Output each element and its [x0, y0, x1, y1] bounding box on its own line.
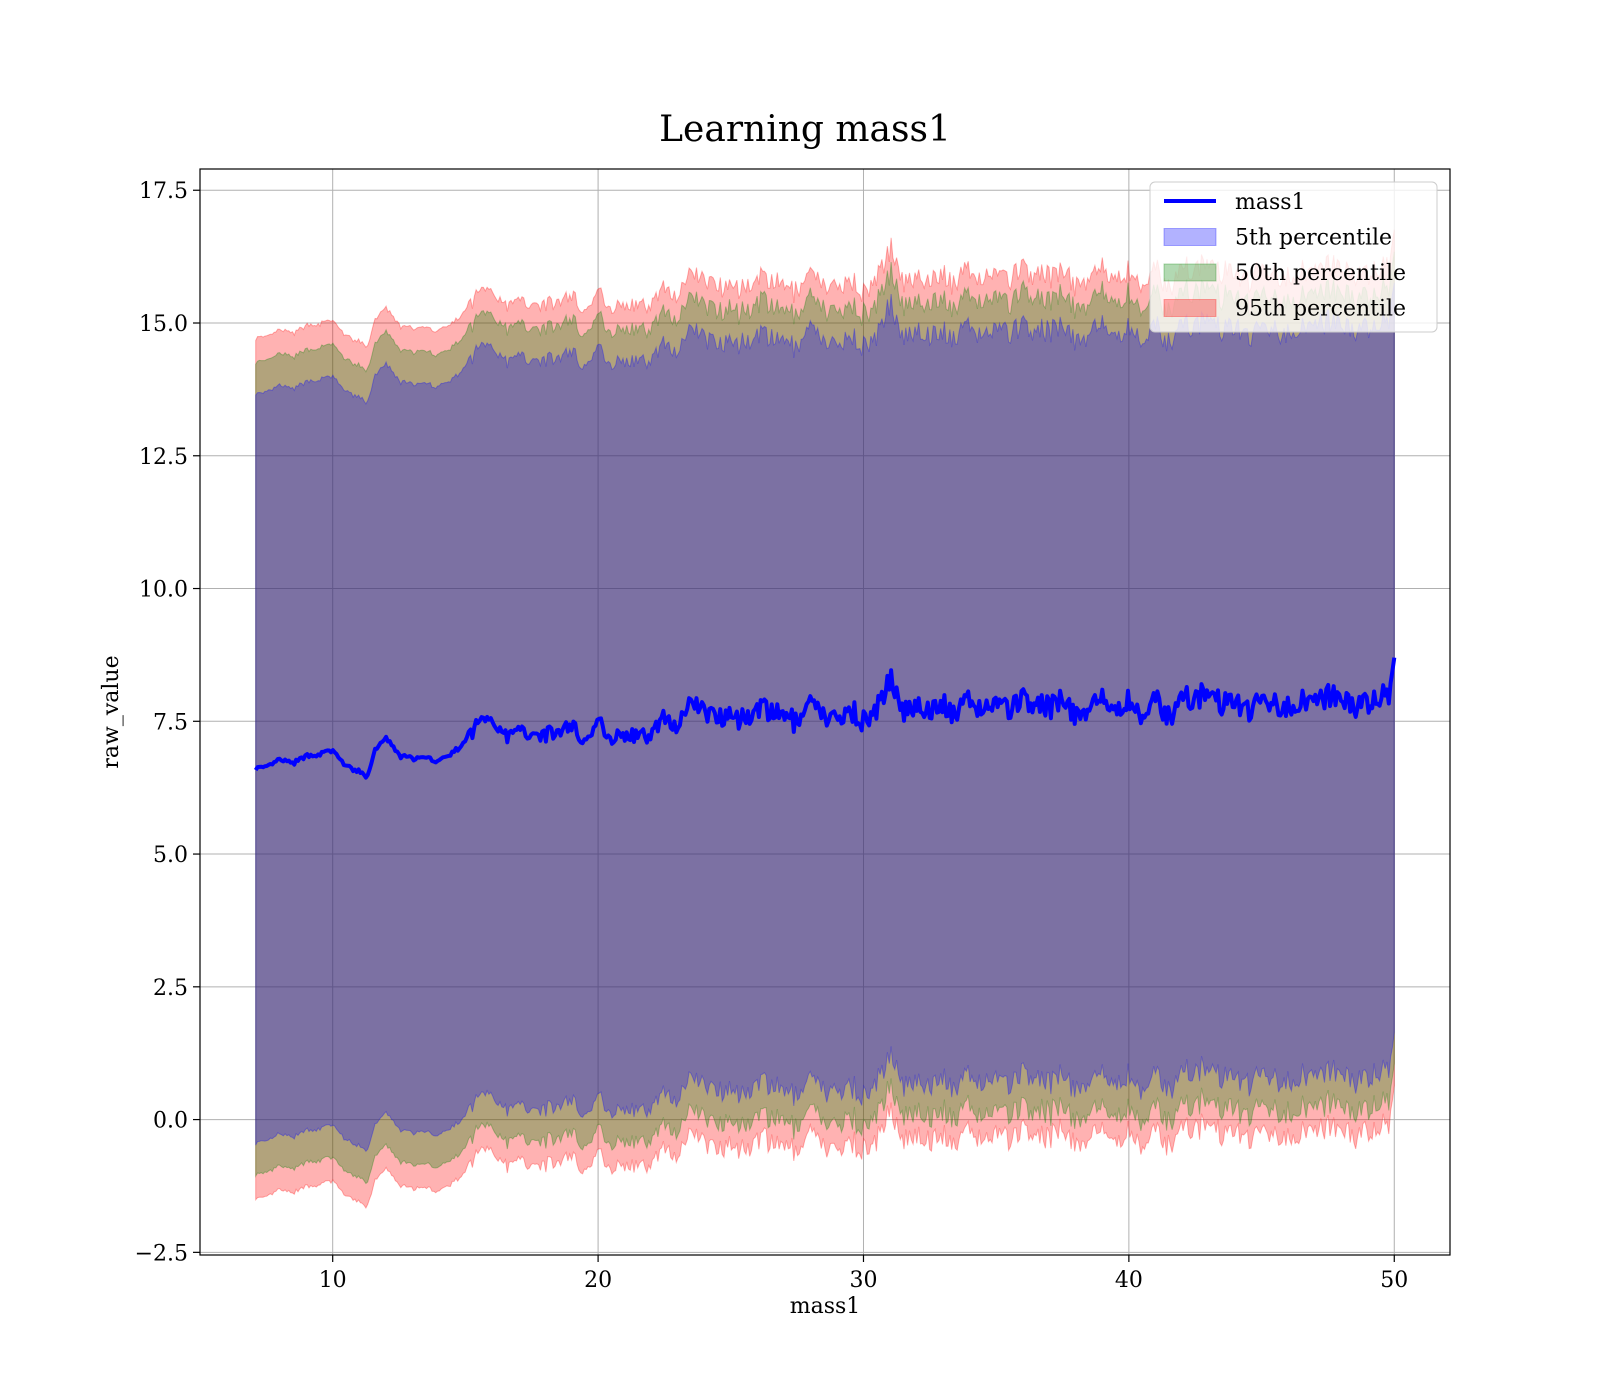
y-tick-label: −2.5 [135, 1241, 188, 1266]
y-tick-label: 10.0 [139, 578, 188, 603]
x-tick-label: 30 [849, 1268, 877, 1293]
legend-label: 95th percentile [1235, 297, 1406, 322]
legend-swatch-patch [1163, 228, 1217, 246]
y-axis-ticks: −2.5 0.0 2.5 5.0 7.5 10.0 12.5 15.0 17.5 [135, 179, 200, 1266]
legend-swatch-patch [1163, 263, 1217, 282]
plot-frame [199, 168, 1451, 1256]
x-tick-label: 10 [319, 1268, 347, 1293]
y-tick-label: 12.5 [139, 445, 188, 470]
legend-label: 50th percentile [1235, 261, 1406, 286]
x-tick-label: 40 [1115, 1268, 1143, 1293]
legend-label: mass1 [1235, 190, 1306, 215]
y-tick-label: 2.5 [153, 976, 188, 1001]
x-tick-label: 50 [1380, 1268, 1408, 1293]
chart-title: Learning mass1 [659, 109, 951, 150]
median-series [254, 657, 1397, 780]
x-axis-ticks: 10 20 30 40 50 [319, 1255, 1408, 1293]
percentile-bands [255, 229, 1395, 1209]
legend-label: 5th percentile [1235, 226, 1392, 251]
y-tick-label: 5.0 [153, 843, 188, 868]
legend: mass1 5th percentile 50th percentile 95th p… [1149, 181, 1438, 333]
y-axis-label: raw_value [99, 655, 124, 768]
y-tick-label: 17.5 [139, 179, 188, 204]
x-tick-label: 20 [584, 1268, 612, 1293]
legend-box [1149, 181, 1438, 333]
line-mass1 [254, 657, 1397, 780]
x-axis-label: mass1 [790, 1294, 861, 1319]
y-tick-label: 15.0 [139, 312, 188, 337]
y-tick-label: 7.5 [153, 710, 188, 735]
legend-swatch-patch [1163, 299, 1217, 317]
y-tick-label: 0.0 [153, 1109, 188, 1134]
